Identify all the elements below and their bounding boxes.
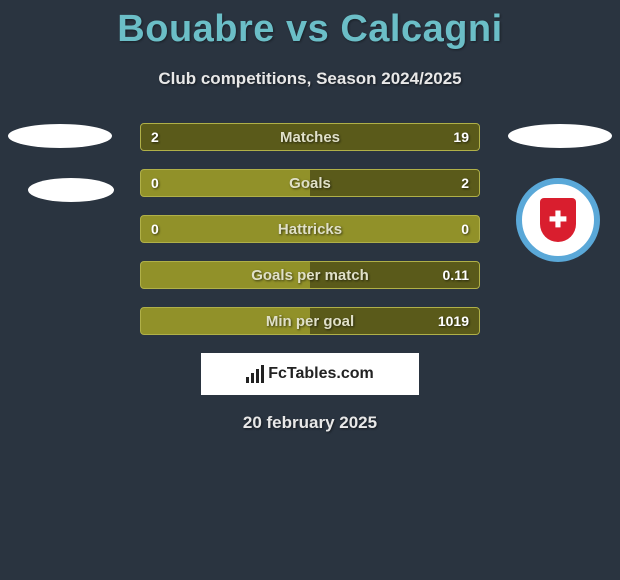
bar-min-per-goal: Min per goal 1019 <box>140 307 480 335</box>
bar-value-right: 19 <box>453 129 469 145</box>
bar-hattricks: 0 Hattricks 0 <box>140 215 480 243</box>
bar-goals: 0 Goals 2 <box>140 169 480 197</box>
bar-goals-per-match: Goals per match 0.11 <box>140 261 480 289</box>
watermark: FcTables.com <box>201 353 419 395</box>
stats-bars: 2 Matches 19 0 Goals 2 0 Hattricks 0 Goa… <box>140 123 480 335</box>
bar-label: Goals per match <box>251 267 369 284</box>
bar-value-right: 0.11 <box>443 267 469 283</box>
watermark-text: FcTables.com <box>268 365 374 383</box>
bars-icon <box>246 365 264 383</box>
subtitle: Club competitions, Season 2024/2025 <box>0 69 620 89</box>
bar-value-right: 1019 <box>438 313 469 329</box>
bar-value-right: 2 <box>461 175 469 191</box>
date-text: 20 february 2025 <box>0 413 620 433</box>
bar-label: Goals <box>289 175 331 192</box>
bar-value-left: 0 <box>151 175 159 191</box>
bar-value-right: 0 <box>461 221 469 237</box>
player-right-club-logo <box>516 178 600 262</box>
bar-label: Min per goal <box>266 313 354 330</box>
player-right-avatar-1 <box>508 124 612 148</box>
club-shield-icon <box>540 198 576 242</box>
player-left-avatar-1 <box>8 124 112 148</box>
player-left-avatar-2 <box>28 178 114 202</box>
bar-value-left: 2 <box>151 129 159 145</box>
page-title: Bouabre vs Calcagni <box>0 0 620 51</box>
bar-label: Hattricks <box>278 221 342 238</box>
bar-matches: 2 Matches 19 <box>140 123 480 151</box>
bar-label: Matches <box>280 129 340 146</box>
bar-fill-right <box>310 170 479 196</box>
bar-value-left: 0 <box>151 221 159 237</box>
